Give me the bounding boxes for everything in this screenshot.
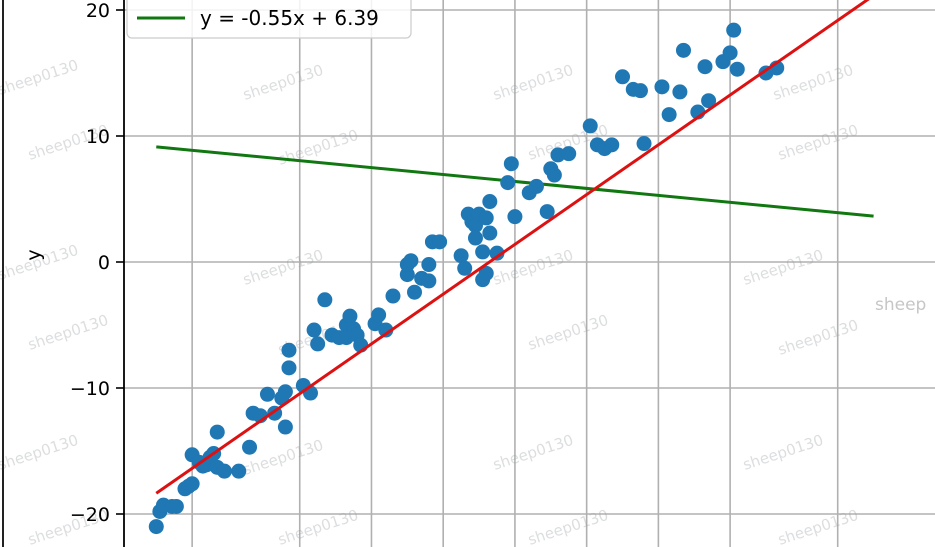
scatter-point [310,336,326,352]
watermark-text: sheep0130 [26,311,111,354]
scatter-point [378,322,394,338]
legend-box [126,0,412,39]
scatter-point [453,248,469,264]
watermark-text: sheep0130 [776,506,861,547]
scatter-point [281,360,297,376]
scatter-point [209,424,225,440]
legend: y = -0.55x + 6.39 [126,0,412,39]
scatter-point [632,83,648,99]
scatter-point [148,519,164,535]
scatter-point [503,156,519,172]
watermark-text: sheep0130 [491,431,576,474]
watermark-text: sheep0130 [276,506,361,547]
y-tick-label: −10 [70,378,110,400]
scatter-point [482,194,498,210]
scatter-point [281,342,297,358]
scatter-point [701,93,717,109]
watermark-text: sheep0130 [526,506,611,547]
scatter-point [615,69,631,85]
scatter-point [403,253,419,269]
scatter-point [561,146,577,162]
watermark-text: sheep0130 [741,431,826,474]
scatter-point [259,386,275,402]
scatter-point [231,463,247,479]
scatter-point [457,260,473,276]
watermark-text: sheep0130 [776,121,861,164]
watermark-text: sheep0130 [741,246,826,289]
scatter-point [726,22,742,38]
y-tick-label: −20 [70,504,110,526]
scatter-point [467,217,483,233]
y-tick-label: 20 [86,0,110,22]
scatter-point [500,175,516,191]
y-axis-label: y [23,249,45,260]
scatter-point [636,136,652,152]
watermark-text: sheep0130 [0,431,81,474]
scatter-point [661,107,677,123]
scatter-point [216,463,232,479]
grid-lines [124,0,935,547]
scatter-point [604,137,620,153]
fit-line [155,0,870,495]
scatter-point [528,178,544,194]
watermark-text: sheep0130 [776,316,861,359]
y-tick-label: 0 [98,252,110,274]
scatter-point [675,42,691,58]
scatter-point [482,225,498,241]
scatter-point [317,292,333,308]
edge-watermark: sheep [875,295,926,315]
scatter-point [467,230,483,246]
y-tick-label: 10 [86,126,110,148]
watermark-text: sheep0130 [0,241,81,284]
scatter-point [306,322,322,338]
axes [2,0,125,547]
watermark-text: sheep0130 [526,311,611,354]
watermark-text: sheep0130 [241,61,326,104]
scatter-point [546,167,562,183]
scatter-point [729,61,745,77]
legend-label-guess-line: y = -0.55x + 6.39 [200,6,379,30]
watermark-text: sheep0130 [241,246,326,289]
scatter-point [654,79,670,95]
y-tick-labels: −20 −10 0 10 20 [70,0,110,526]
scatter-point [478,210,494,226]
scatter-point [507,209,523,225]
scatter-point [489,245,505,261]
scatter-point [342,308,358,324]
scatter-point [697,59,713,75]
scatter-point [475,244,491,260]
series-layer [148,0,874,535]
scatter-point [385,288,401,304]
scatter-point [672,84,688,100]
scatter-point [277,384,293,400]
watermark-text: sheep0130 [0,56,81,99]
scatter-point [184,476,200,492]
scatter-point [722,45,738,61]
scatter-point [277,419,293,435]
scatter-point [421,273,437,289]
scatter-point [371,307,387,323]
scatter-point [407,284,423,300]
scatter-point [421,257,437,273]
watermark-text: sheep0130 [491,61,576,104]
scatter-point [478,265,494,281]
scatter-point [432,234,448,250]
scatter-point [168,498,184,514]
scatter-point [242,439,258,455]
scatter-point [539,204,555,220]
scatter-point [582,118,598,134]
